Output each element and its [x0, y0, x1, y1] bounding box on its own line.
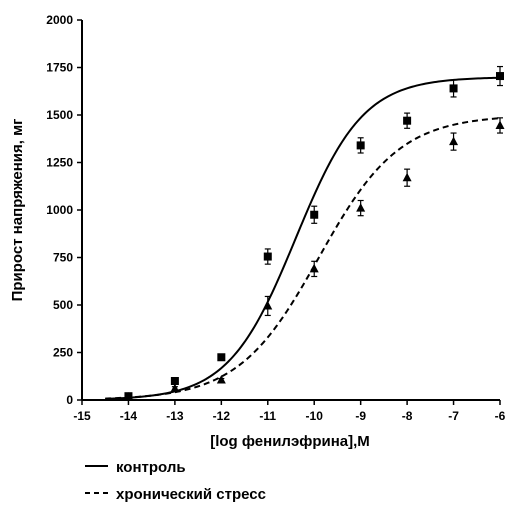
data-point-control: [449, 84, 458, 93]
y-tick-label: 1750: [46, 61, 73, 75]
axes: -15 -14 -13 -12 -11 -10 -9 -8 -7 -6 0 250 500 750 1000…: [46, 13, 505, 423]
x-tick-label: -9: [355, 409, 366, 423]
data-point-control: [170, 377, 179, 385]
data-point-stress: [263, 300, 273, 310]
legend: контроль хронический стресс: [85, 459, 266, 503]
x-tick-label: -15: [73, 409, 91, 423]
x-tick-label: -7: [448, 409, 459, 423]
x-tick-label: -8: [402, 409, 413, 423]
data-point-control: [217, 353, 226, 362]
fit-curves: [105, 76, 501, 400]
y-tick-label: 250: [53, 346, 73, 360]
x-tick-label: -11: [259, 409, 276, 423]
y-tick-label: 0: [66, 393, 73, 407]
x-tick-label: -13: [166, 409, 184, 423]
x-tick-label: -14: [120, 409, 138, 423]
data-point-control: [310, 210, 319, 219]
data-point-stress: [309, 263, 319, 273]
data-point-stress: [449, 136, 459, 146]
data-point-stress: [216, 375, 226, 384]
y-tick-label: 500: [53, 298, 73, 312]
data-points: [123, 65, 505, 401]
x-axis-title: [log фенилэфрина],M: [210, 433, 370, 450]
data-point-control: [403, 116, 412, 125]
y-tick-label: 750: [53, 251, 73, 265]
x-tick-label: -10: [306, 409, 324, 423]
legend-label-control: контроль: [116, 459, 186, 476]
x-tick-label: -6: [495, 409, 506, 423]
data-point-stress: [356, 203, 366, 212]
y-tick-label: 1250: [46, 156, 73, 170]
fit-curve-control: [105, 76, 501, 400]
x-tick-label: -12: [213, 409, 231, 423]
y-axis-title: Прирост напряжения, мг: [9, 119, 26, 302]
data-point-stress: [170, 383, 180, 393]
data-point-stress: [495, 120, 505, 129]
y-tick-label: 2000: [46, 13, 73, 27]
y-tick-label: 1000: [46, 203, 73, 217]
data-point-stress: [402, 172, 412, 182]
data-point-control: [496, 72, 504, 81]
data-point-control: [263, 252, 272, 261]
data-point-stress: [123, 392, 133, 401]
data-point-control: [356, 141, 365, 150]
legend-label-stress: хронический стресс: [116, 486, 266, 503]
y-tick-label: 1500: [46, 108, 73, 122]
fit-curve-stress: [105, 117, 501, 400]
